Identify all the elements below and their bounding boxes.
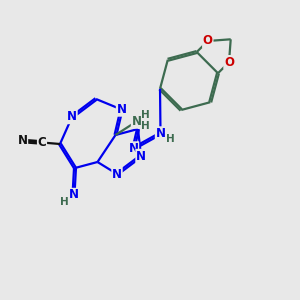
Text: N: N [112,167,122,181]
Text: H: H [166,134,175,144]
Text: C: C [38,136,46,149]
Text: H: H [140,110,149,120]
Text: N: N [68,188,79,202]
Text: N: N [136,149,146,163]
Text: N: N [17,134,28,148]
Text: H: H [141,121,150,131]
Text: N: N [116,103,127,116]
Text: N: N [131,115,142,128]
Text: N: N [67,110,77,124]
Text: O: O [224,56,234,69]
Text: N: N [155,127,166,140]
Text: O: O [203,34,213,47]
Text: N: N [128,142,139,155]
Text: H: H [59,196,68,207]
